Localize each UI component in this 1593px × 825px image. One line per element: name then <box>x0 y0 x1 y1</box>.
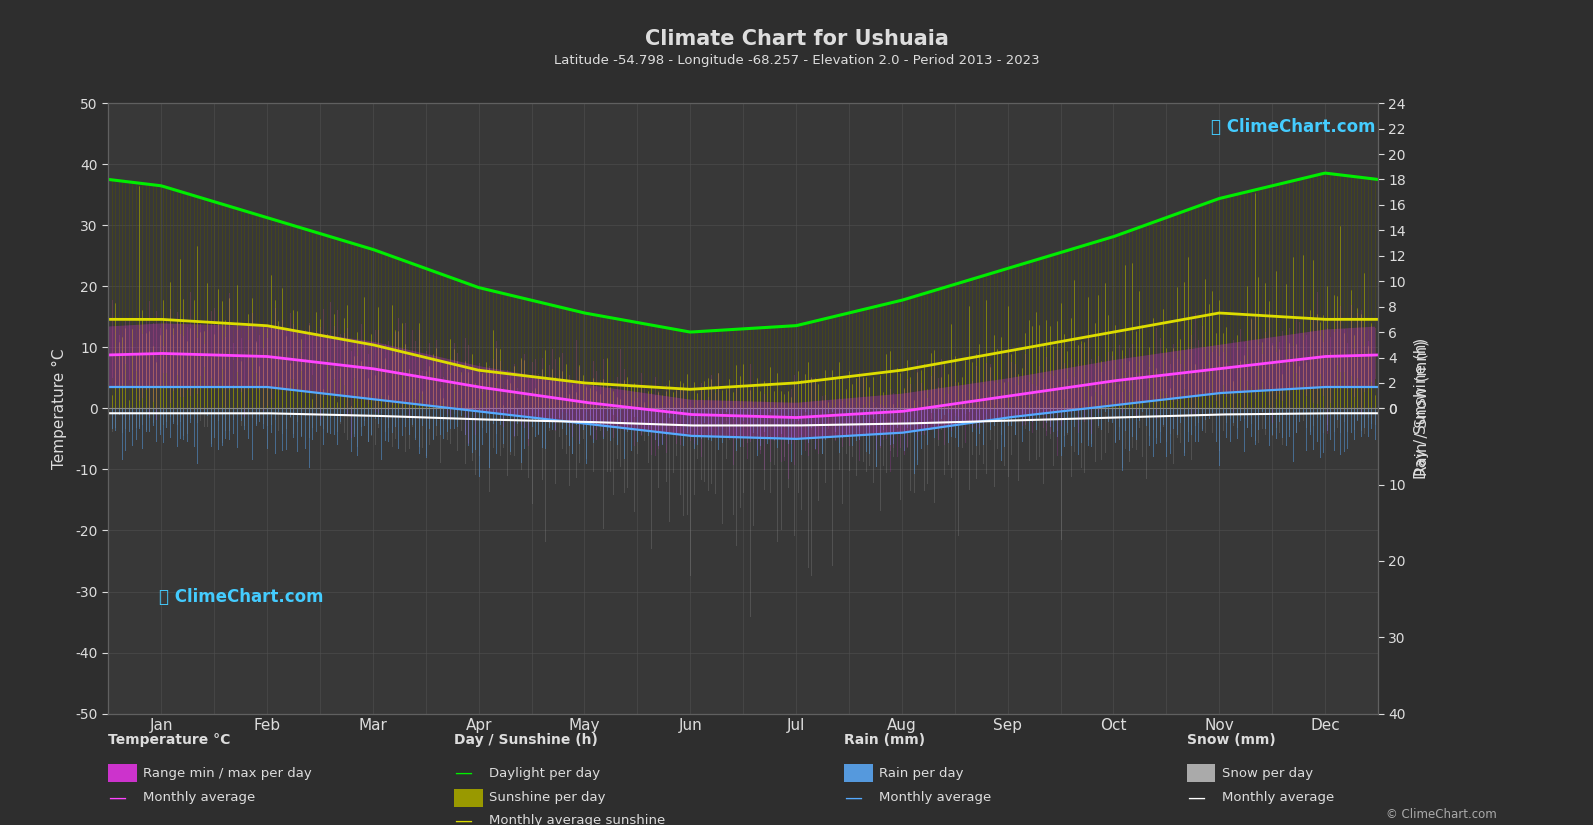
Line: Monthly average sunshine: Monthly average sunshine <box>108 313 1378 389</box>
Monthly average <box>1064 382 1083 392</box>
Daylight per day <box>1193 200 1212 210</box>
Monthly average <box>840 409 859 419</box>
Monthly average sunshine <box>838 372 857 382</box>
Line: Daylight per day: Daylight per day <box>108 173 1378 332</box>
Text: —: — <box>454 764 472 782</box>
Text: Rain (mm): Rain (mm) <box>844 733 926 747</box>
Text: Day / Sunshine (h): Day / Sunshine (h) <box>454 733 597 747</box>
Monthly average <box>151 348 170 358</box>
Text: Monthly average: Monthly average <box>879 791 991 804</box>
Monthly average sunshine <box>177 316 196 326</box>
Text: —: — <box>108 789 126 807</box>
Text: Temperature °C: Temperature °C <box>108 733 231 747</box>
Text: Monthly average sunshine: Monthly average sunshine <box>489 814 666 825</box>
Monthly average sunshine <box>1063 334 1082 344</box>
Daylight per day <box>1368 175 1388 185</box>
Monthly average <box>873 408 892 417</box>
Text: Monthly average: Monthly average <box>143 791 255 804</box>
Monthly average sunshine <box>680 384 699 394</box>
Daylight per day <box>910 290 929 300</box>
Daylight per day <box>871 300 890 310</box>
Daylight per day <box>1316 168 1335 178</box>
Text: 🌐 ClimeChart.com: 🌐 ClimeChart.com <box>159 588 323 606</box>
Text: 🌐 ClimeChart.com: 🌐 ClimeChart.com <box>1211 118 1375 136</box>
Text: Snow per day: Snow per day <box>1222 766 1313 780</box>
Text: Rain per day: Rain per day <box>879 766 964 780</box>
Daylight per day <box>177 188 196 198</box>
Monthly average sunshine <box>1368 314 1388 324</box>
Text: © ClimeChart.com: © ClimeChart.com <box>1386 808 1497 821</box>
Line: Monthly average: Monthly average <box>108 353 1378 417</box>
Text: —: — <box>844 789 862 807</box>
Monthly average sunshine <box>1193 311 1212 321</box>
Monthly average sunshine <box>1209 308 1228 318</box>
Monthly average <box>1368 350 1388 360</box>
Text: —: — <box>454 812 472 825</box>
Monthly average sunshine <box>871 368 890 378</box>
Monthly average <box>787 412 806 422</box>
Text: Daylight per day: Daylight per day <box>489 766 601 780</box>
Text: Climate Chart for Ushuaia: Climate Chart for Ushuaia <box>645 29 948 49</box>
Monthly average <box>911 403 930 413</box>
Text: Range min / max per day: Range min / max per day <box>143 766 312 780</box>
Y-axis label: Day / Sunshine (h): Day / Sunshine (h) <box>1415 337 1429 479</box>
Monthly average sunshine <box>99 314 118 324</box>
Text: Latitude -54.798 - Longitude -68.257 - Elevation 2.0 - Period 2013 - 2023: Latitude -54.798 - Longitude -68.257 - E… <box>554 54 1039 67</box>
Daylight per day <box>99 175 118 185</box>
Text: —: — <box>1187 789 1204 807</box>
Monthly average sunshine <box>910 362 929 372</box>
Monthly average <box>1195 365 1214 375</box>
Text: Monthly average: Monthly average <box>1222 791 1333 804</box>
Daylight per day <box>1063 244 1082 254</box>
Daylight per day <box>838 309 857 318</box>
Daylight per day <box>680 327 699 337</box>
Monthly average <box>99 350 118 360</box>
Text: Snow (mm): Snow (mm) <box>1187 733 1276 747</box>
Y-axis label: Rain / Snow (mm): Rain / Snow (mm) <box>1415 341 1429 476</box>
Text: Sunshine per day: Sunshine per day <box>489 791 605 804</box>
Y-axis label: Temperature °C: Temperature °C <box>53 348 67 469</box>
Monthly average <box>178 349 198 359</box>
